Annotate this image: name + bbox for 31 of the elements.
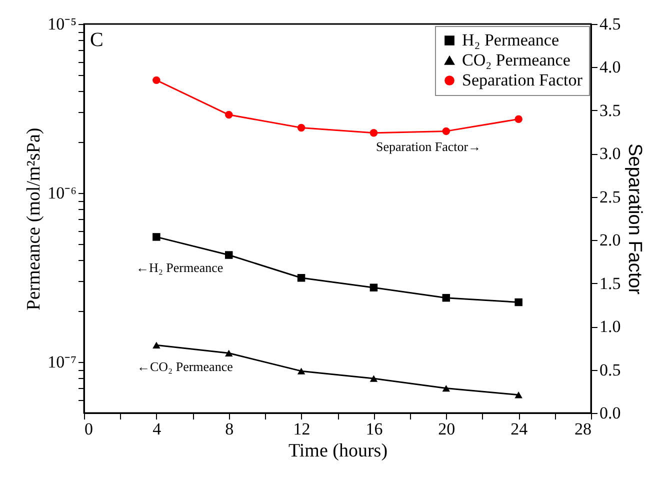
- legend-label: Separation Factor: [462, 70, 583, 90]
- annotation: C: [90, 29, 104, 51]
- x-tick-label: 4: [152, 420, 162, 438]
- y-tick-label: 10⁻⁶: [48, 184, 77, 203]
- y2-tick-label: 3.5: [600, 100, 621, 120]
- y-axis-title: Permeance (mol/m²sPa): [24, 128, 45, 310]
- y-tick-label: 10⁻⁵: [48, 14, 77, 34]
- x-tick-label: 20: [438, 420, 456, 438]
- y2-tick-label: 3.0: [600, 144, 621, 164]
- x-tick-label: 28: [574, 420, 592, 438]
- x-tick-label: 12: [293, 420, 310, 438]
- legend-label: H₂ Permeance: [462, 30, 560, 50]
- y2-tick-label: 2.5: [600, 187, 621, 206]
- annotation: ←H₂ Permeance: [136, 260, 224, 275]
- y2-axis-title: Separation Factor: [624, 143, 645, 296]
- y2-tick-label: 2.0: [600, 230, 621, 250]
- annotation: ←CO₂ Permeance: [137, 359, 234, 374]
- y2-tick-label: 0.5: [600, 360, 621, 380]
- legend-label: CO₂ Permeance: [462, 50, 570, 70]
- y2-tick-label: 4.5: [600, 14, 621, 34]
- y2-tick-label: 1.5: [600, 274, 621, 293]
- y2-tick-label: 1.0: [600, 317, 621, 336]
- y2-tick-label: 0.0: [600, 404, 621, 422]
- y2-tick-label: 4.0: [600, 58, 621, 77]
- y-tick-label: 10⁻⁷: [48, 352, 77, 372]
- annotation: Separation Factor→: [376, 139, 482, 154]
- x-tick-label: 8: [225, 420, 234, 438]
- x-tick-label: 16: [366, 420, 383, 438]
- x-axis-title: Time (hours): [288, 440, 388, 462]
- x-tick-label: 24: [510, 420, 528, 438]
- x-tick-label: 0: [84, 420, 93, 438]
